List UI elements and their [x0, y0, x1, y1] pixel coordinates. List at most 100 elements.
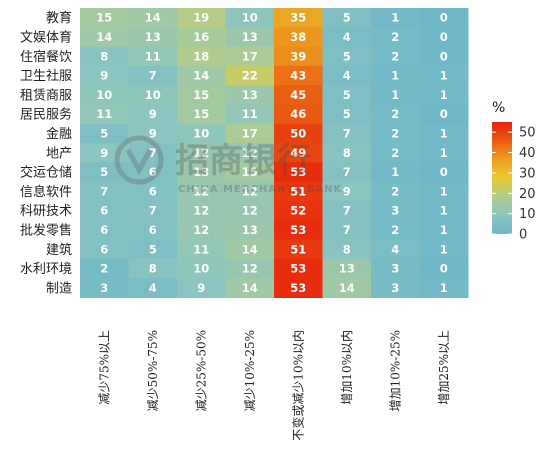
heatmap-cell: [371, 258, 420, 279]
heatmap-cell: [80, 65, 129, 86]
row-label: 卫生社服: [20, 68, 72, 84]
column-label: 减少10%-25%: [243, 330, 257, 411]
cell-value-label: 49: [290, 146, 306, 160]
cell-value-label: 5: [149, 242, 157, 256]
cell-value-label: 3: [391, 262, 399, 276]
legend-tick-label: 20: [519, 187, 536, 202]
cell-value-label: 6: [100, 242, 108, 256]
heatmap-cell: [177, 220, 226, 241]
heatmap-cell: [419, 8, 469, 28]
cell-value-label: 43: [290, 69, 306, 83]
cell-value-label: 2: [391, 49, 399, 63]
heatmap-cell: [419, 239, 469, 260]
heatmap-cell: [322, 201, 372, 221]
heatmap-cell: [371, 143, 420, 163]
heatmap-cell: [80, 201, 129, 221]
cell-value-label: 2: [391, 223, 399, 237]
row-label: 科研技术: [20, 204, 72, 219]
heatmap-cell: [419, 181, 469, 202]
heatmap-cell: [274, 239, 323, 260]
heatmap-cell: [371, 27, 420, 48]
heatmap-cell: [128, 239, 178, 260]
heatmap-cell: [274, 8, 323, 28]
cell-value-label: 1: [440, 69, 448, 83]
cell-value-label: 10: [145, 88, 161, 102]
cell-value-label: 9: [149, 107, 157, 121]
cell-value-label: 4: [149, 281, 157, 295]
cell-value-label: 1: [440, 184, 448, 198]
cell-value-label: 9: [100, 69, 108, 83]
heatmap-cell: [419, 258, 469, 279]
heatmap-cell: [371, 278, 420, 298]
heatmap-cell: [177, 162, 226, 183]
row-label: 文娱体育: [20, 29, 72, 45]
cell-value-label: 8: [343, 242, 351, 256]
row-label: 住宿餐饮: [20, 49, 72, 65]
cell-value-label: 7: [343, 223, 351, 237]
cell-value-label: 0: [440, 262, 448, 276]
heatmap-cell: [128, 220, 178, 241]
heatmap-cell: [177, 278, 226, 298]
cell-value-label: 46: [290, 107, 306, 121]
heatmap-cell: [128, 123, 178, 144]
cell-value-label: 4: [343, 30, 351, 44]
cell-value-label: 9: [149, 126, 157, 140]
cell-value-label: 51: [290, 242, 306, 256]
cell-value-label: 2: [391, 107, 399, 121]
cell-value-label: 1: [391, 69, 399, 83]
heatmap-cell: [128, 201, 178, 221]
heatmap-cell: [225, 201, 275, 221]
cell-value-label: 2: [391, 184, 399, 198]
cell-value-label: 13: [242, 223, 258, 237]
cell-value-label: 0: [440, 107, 448, 121]
cell-value-label: 1: [440, 281, 448, 295]
heatmap-cell: [274, 201, 323, 221]
cell-value-label: 6: [100, 204, 108, 218]
cell-value-label: 14: [145, 11, 161, 25]
heatmap-cell: [371, 8, 420, 28]
row-label: 居民服务: [20, 107, 72, 123]
cell-value-label: 15: [96, 11, 112, 25]
heatmap-cell: [177, 27, 226, 48]
cell-value-label: 5: [343, 49, 351, 63]
cell-value-label: 0: [440, 49, 448, 63]
cell-value-label: 14: [96, 30, 112, 44]
row-label: 金融: [46, 126, 72, 142]
heatmap-cell: [128, 65, 178, 86]
cell-value-label: 17: [242, 126, 258, 140]
cell-value-label: 12: [193, 204, 209, 218]
heatmap-cell: [128, 8, 178, 28]
row-labels: 教育文娱体育住宿餐饮卫生社服租赁商服居民服务金融地产交运仓储信息软件科研技术批发…: [20, 10, 72, 296]
cell-value-label: 8: [100, 49, 108, 63]
cell-value-label: 11: [193, 242, 209, 256]
heatmap-cell: [177, 104, 226, 125]
row-label: 地产: [46, 146, 72, 161]
cell-value-label: 10: [96, 88, 112, 102]
heatmap-cell: [274, 162, 323, 183]
cell-value-label: 6: [149, 223, 157, 237]
heatmap-cell: [419, 201, 469, 221]
cell-value-label: 45: [290, 88, 306, 102]
cell-value-label: 1: [440, 88, 448, 102]
heatmap-cell: [128, 104, 178, 125]
column-label: 减少50%-75%: [146, 330, 160, 411]
heatmap-cell: [128, 278, 178, 298]
heatmap-cell: [225, 104, 275, 125]
cell-value-label: 7: [149, 204, 157, 218]
cell-value-label: 14: [339, 281, 355, 295]
heatmap-cell: [225, 278, 275, 298]
cell-value-label: 1: [440, 223, 448, 237]
cell-value-label: 15: [242, 165, 258, 179]
heatmap-cell: [80, 104, 129, 125]
cell-value-label: 17: [242, 49, 258, 63]
heatmap-cell: [80, 258, 129, 279]
heatmap-cell: [128, 143, 178, 163]
cell-value-label: 1: [440, 146, 448, 160]
cell-value-label: 7: [343, 126, 351, 140]
heatmap-cell: [371, 162, 420, 183]
watermark: 招商银行 CHINA MERCHANTS BANK: [114, 135, 342, 195]
heatmap-cell: [371, 123, 420, 144]
heatmap-cell: [177, 65, 226, 86]
cell-value-label: 8: [343, 146, 351, 160]
cell-value-label: 10: [242, 11, 258, 25]
